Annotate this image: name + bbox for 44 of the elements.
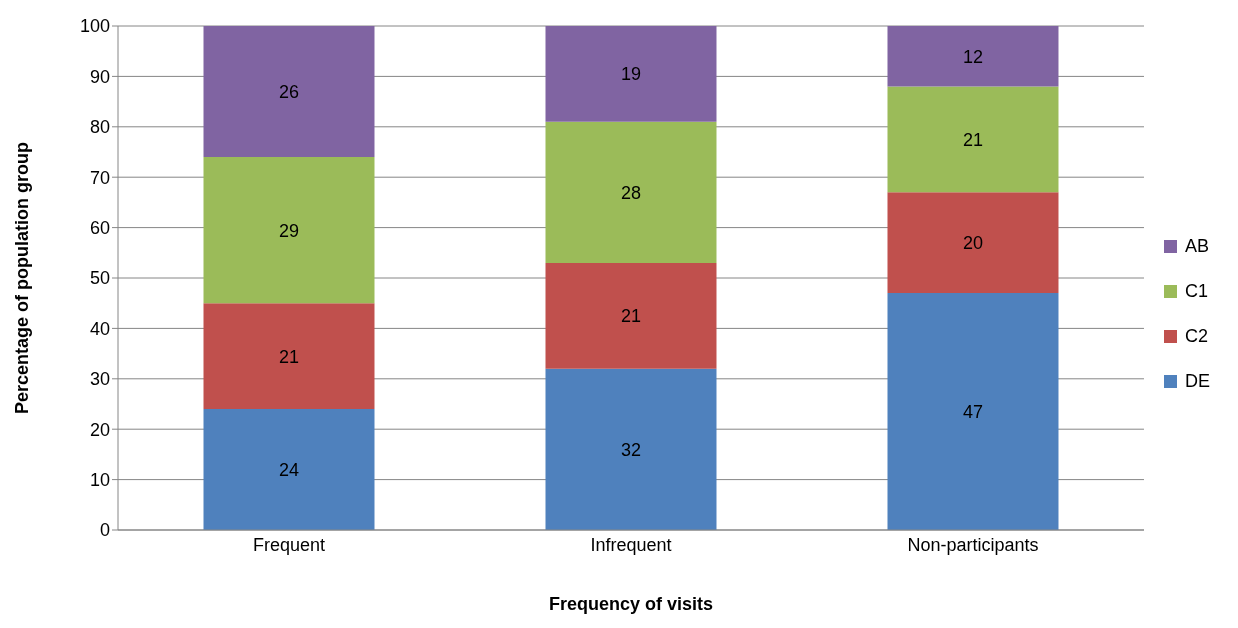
bar: [545, 262, 717, 369]
data-label: 29: [278, 220, 300, 241]
y-tick-label: 30: [89, 369, 110, 390]
y-tick-label: 60: [89, 217, 110, 238]
bar: [545, 121, 717, 263]
x-axis-title: Frequency of visits: [548, 594, 714, 614]
y-tick-label: 40: [89, 318, 110, 339]
y-axis-title: Percentage of population group: [12, 141, 33, 415]
x-tick-label: Infrequent: [590, 534, 672, 555]
data-label: 26: [278, 81, 300, 102]
bar: [203, 26, 375, 158]
legend-label: AB: [1184, 236, 1209, 257]
bar: [887, 86, 1059, 193]
data-label: 21: [620, 306, 642, 327]
data-label: 21: [278, 346, 300, 367]
legend-label: C1: [1184, 281, 1208, 302]
y-tick-label: 80: [89, 117, 110, 138]
bar: [203, 409, 375, 530]
y-tick-label: 20: [89, 419, 110, 440]
bar: [887, 26, 1059, 87]
data-label: 24: [278, 459, 300, 480]
data-label: 32: [620, 439, 642, 460]
data-label: 20: [962, 233, 983, 254]
y-tick-label: 0: [99, 520, 110, 541]
legend-label: DE: [1184, 371, 1210, 392]
x-tick-label: Frequent: [252, 534, 326, 555]
bar: [887, 293, 1059, 530]
bar: [203, 157, 375, 304]
data-label: 28: [620, 182, 642, 203]
y-tick-label: 50: [89, 268, 110, 289]
legend-label: C2: [1184, 326, 1208, 347]
y-tick-label: 10: [89, 469, 110, 490]
bar: [545, 368, 717, 530]
bar: [203, 303, 375, 410]
data-label: 19: [620, 64, 642, 85]
data-label: 12: [962, 46, 983, 67]
data-label: 21: [962, 129, 983, 150]
x-tick-label: Non-participants: [907, 534, 1039, 555]
bar: [887, 192, 1059, 294]
y-tick-label: 70: [89, 167, 110, 188]
data-label: 47: [962, 401, 983, 422]
y-tick-label: 100: [79, 16, 110, 37]
bar: [545, 26, 717, 122]
y-tick-label: 90: [89, 66, 110, 87]
